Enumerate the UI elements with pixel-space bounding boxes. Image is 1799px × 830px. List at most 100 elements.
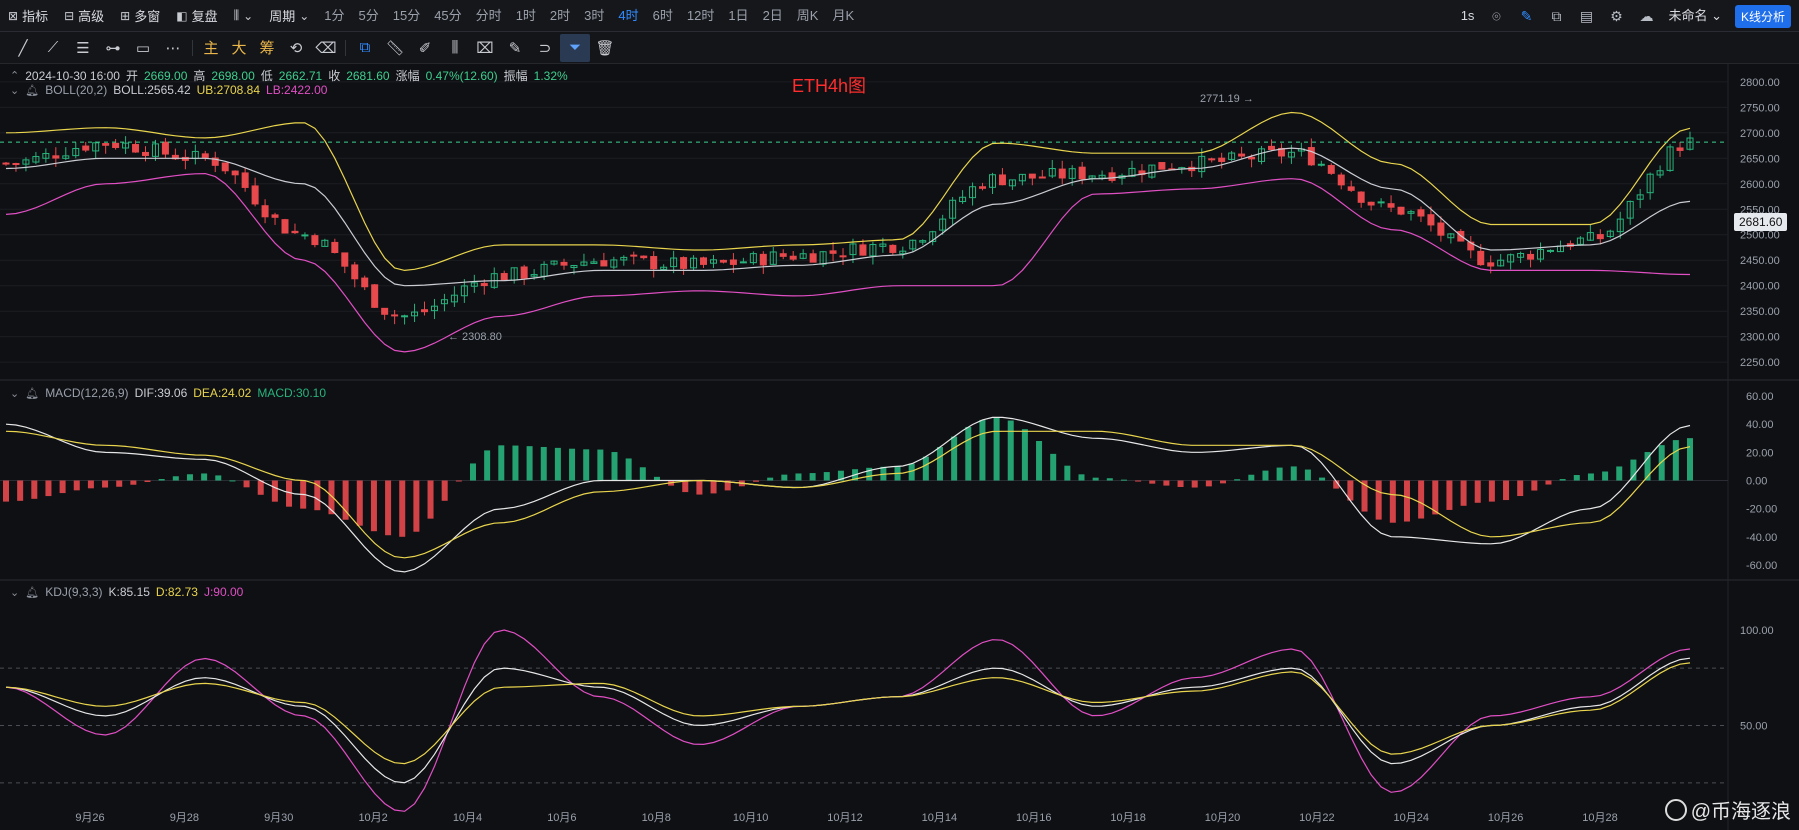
candle-body xyxy=(142,151,150,156)
period-dropdown[interactable]: 周期 ⌄ xyxy=(261,0,317,32)
macd-histogram-bar xyxy=(512,445,519,481)
macd-histogram-bar xyxy=(1432,480,1439,515)
macd-histogram-bar xyxy=(1191,480,1198,488)
macd-histogram-bar xyxy=(469,463,476,481)
period-tab[interactable]: 15分 xyxy=(392,7,421,23)
large-tool-button[interactable]: 大 xyxy=(231,40,247,57)
bell-icon[interactable]: 🔔︎ xyxy=(25,586,40,599)
collapse-icon[interactable]: ⌄ xyxy=(10,84,20,97)
advanced-button[interactable]: ⊟ 高级 xyxy=(56,0,112,32)
macd-histogram-bar xyxy=(3,480,9,502)
candle-body xyxy=(1018,173,1026,182)
collapse-icon[interactable]: ⌄ xyxy=(10,387,20,400)
period-tab[interactable]: 5分 xyxy=(358,7,379,23)
pen-icon[interactable]: ✎ xyxy=(1520,7,1533,24)
ohlc-legend: ⌃ 2024-10-30 16:00 开 2669.00 高 2698.00 低 26… xyxy=(10,67,568,84)
multiwindow-icon: ⊞ xyxy=(120,8,131,23)
period-tab[interactable]: 4时 xyxy=(618,7,639,23)
replay-icon: ◧ xyxy=(176,8,188,23)
date-tick-label: 10月8 xyxy=(642,812,671,824)
magnet-icon[interactable]: ⊃ xyxy=(538,39,552,57)
candle-body xyxy=(610,259,618,268)
settings-icon[interactable]: ⚙ xyxy=(1610,7,1623,24)
horizontal-line-icon[interactable]: ⊶ xyxy=(105,39,121,57)
macd-histogram-bar xyxy=(1418,480,1425,519)
macd-histogram-bar xyxy=(767,477,774,481)
kline-analysis-button[interactable]: K线分析 xyxy=(1734,4,1791,28)
period-tab[interactable]: 月K xyxy=(832,7,855,23)
trash-icon[interactable]: 🗑︎ xyxy=(595,39,615,57)
boll-ub-value: UB:2708.84 xyxy=(196,83,261,97)
replay-button[interactable]: ◧ 复盘 xyxy=(168,0,225,32)
multiwindow-button[interactable]: ⊞ 多窗 xyxy=(112,0,168,32)
brush-icon[interactable]: ✐ xyxy=(418,39,432,57)
candle-body xyxy=(590,261,598,264)
period-tab[interactable]: 分时 xyxy=(475,7,502,23)
candle-body xyxy=(381,307,389,315)
camera-icon[interactable]: ⌾ xyxy=(1492,7,1501,24)
candle-body xyxy=(201,153,209,158)
period-tab[interactable]: 1日 xyxy=(728,7,749,23)
indicators-button[interactable]: ⊠ 指标 xyxy=(0,0,56,32)
macd-histogram-bar xyxy=(1375,480,1382,520)
parallel-lines-icon[interactable]: ☰ xyxy=(76,39,90,57)
candle-body xyxy=(421,309,429,313)
period-tab[interactable]: 2日 xyxy=(762,7,783,23)
cloud-icon[interactable]: ☁ xyxy=(1639,7,1654,24)
trend-line-icon[interactable]: ╱ xyxy=(18,39,28,57)
current-price-tag: 2681.60 xyxy=(1734,213,1788,231)
fib-icon[interactable]: ⟲ xyxy=(289,39,303,57)
chart-type-button[interactable]: ⫼ ⌄ xyxy=(226,0,262,32)
bell-icon[interactable]: 🔔︎ xyxy=(25,387,40,400)
candle-body xyxy=(1576,237,1584,245)
chips-tool-button[interactable]: 筹 xyxy=(259,40,275,57)
macd-dif-line xyxy=(5,416,1691,573)
candle-body xyxy=(1387,203,1395,208)
macd-histogram-bar xyxy=(399,480,406,537)
copy-icon[interactable]: ⧉ xyxy=(359,39,371,56)
period-tab[interactable]: 3时 xyxy=(584,7,605,23)
amplitude-label: 振幅 xyxy=(503,69,528,83)
candle-body xyxy=(530,274,538,277)
note-edit-icon[interactable]: ✎ xyxy=(508,39,522,57)
eraser-icon[interactable]: ⌫ xyxy=(315,39,337,57)
candle-body xyxy=(969,186,977,199)
main-tool-button[interactable]: 主 xyxy=(203,40,219,57)
macd-histogram-bar xyxy=(795,473,802,481)
note-icon[interactable]: ▤ xyxy=(1579,7,1594,24)
candle-body xyxy=(1477,250,1485,266)
period-tab[interactable]: 45分 xyxy=(434,7,462,23)
macd-histogram-bar xyxy=(271,480,278,502)
collapse-icon[interactable]: ⌄ xyxy=(10,586,20,599)
chart-canvas[interactable]: 2800.002750.002700.002650.002600.002550.… xyxy=(0,64,1799,830)
ray-line-icon[interactable]: ⟋ xyxy=(47,39,59,56)
chart-area[interactable]: 2800.00 2750.00 2700.00 2650.00 2600.00 2550.… xyxy=(0,64,1799,830)
rectangle-icon[interactable]: ▭ xyxy=(135,39,151,57)
ruler-icon[interactable]: 📏︎ xyxy=(385,39,405,57)
candle-body xyxy=(1676,147,1684,151)
edit-layout-icon[interactable]: ⧉ xyxy=(1551,7,1562,24)
filter-icon[interactable]: ⏷ xyxy=(560,33,590,62)
macd-histogram-bar xyxy=(880,466,887,481)
macd-histogram-bar xyxy=(1036,440,1043,481)
macd-histogram-bar xyxy=(1234,479,1241,481)
bell-icon[interactable]: 🔔︎ xyxy=(25,84,40,97)
period-tab[interactable]: 1分 xyxy=(324,7,345,23)
macd-histogram-bar xyxy=(1644,452,1651,481)
period-tab[interactable]: 12时 xyxy=(686,7,715,23)
kdj-tick-label: 100.00 xyxy=(1740,625,1774,637)
price-tick-label: 2450.00 xyxy=(1740,255,1780,267)
collapse-icon[interactable]: ⌃ xyxy=(10,70,20,82)
layout-name-dropdown[interactable]: 未命名 ⌄ xyxy=(1661,0,1729,32)
candles-icon[interactable]: ⫼ xyxy=(451,39,459,56)
candle-body xyxy=(361,277,369,288)
delete-drawing-icon[interactable]: ⌧ xyxy=(476,39,494,57)
interval-selector[interactable]: 1s xyxy=(1460,8,1475,23)
more-tools-icon[interactable]: ⋯ xyxy=(165,39,181,57)
period-tab[interactable]: 6时 xyxy=(652,7,673,23)
macd-histogram-bar xyxy=(1587,473,1594,481)
period-tab[interactable]: 2时 xyxy=(549,7,571,23)
candle-body xyxy=(739,261,747,264)
period-tab[interactable]: 1时 xyxy=(515,7,536,23)
period-tab[interactable]: 周K xyxy=(796,7,819,23)
